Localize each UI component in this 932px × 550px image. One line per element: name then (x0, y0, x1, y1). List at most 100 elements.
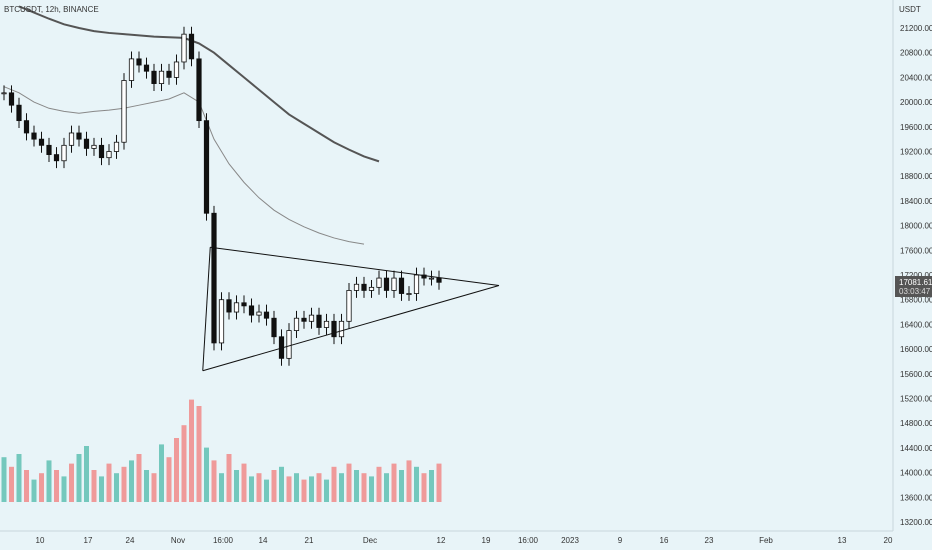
candle-body (46, 144, 52, 155)
candle-body (428, 277, 435, 280)
volume-bar (226, 454, 232, 502)
price-tick-label: 19600.00 (900, 123, 932, 132)
price-badge-price: 17081.61 (899, 278, 932, 287)
candle-body (263, 311, 270, 319)
time-tick-label: 23 (705, 536, 714, 545)
volume-bar (76, 454, 82, 502)
volume-bar (346, 463, 352, 502)
triangle-left-edge (202, 247, 211, 371)
time-tick-label: 9 (618, 536, 623, 545)
time-tick-label: 12 (437, 536, 446, 545)
volume-bar (406, 460, 412, 502)
price-tick-label: 20000.00 (900, 98, 932, 107)
volume-bar (376, 466, 382, 502)
candle-body (376, 277, 382, 288)
candle-body (166, 70, 172, 78)
candle-body (76, 132, 82, 140)
price-axis-ticks: 21200.00 20800.00 20400.00 20000.00 19600.00… (900, 24, 932, 527)
price-tick-label: 16400.00 (900, 320, 932, 329)
price-tick-label: 17200.00 (900, 271, 932, 280)
price-tick-label: 17600.00 (900, 246, 932, 255)
volume-bar (189, 399, 194, 502)
price-tick-label: 20400.00 (900, 73, 932, 82)
chart-title: BTCUSDT, 12h, BINANCE (4, 5, 99, 14)
price-tick-label: 20800.00 (900, 49, 932, 58)
candle-body (248, 305, 255, 316)
volume-layer (1, 399, 442, 502)
volume-bar (174, 438, 179, 502)
time-tick-label: 16:00 (213, 536, 234, 545)
candle-body (143, 64, 150, 72)
price-tick-label: 13200.00 (900, 518, 932, 527)
price-tick-label: 18400.00 (900, 197, 932, 206)
volume-bar (24, 470, 29, 502)
volume-bar (271, 470, 277, 502)
volume-bar (436, 463, 442, 502)
candle-body (158, 70, 165, 84)
volume-bar (31, 479, 37, 502)
candle-body (308, 314, 315, 322)
candle-body (323, 320, 330, 328)
volume-bar (181, 425, 187, 502)
candle-body (68, 132, 75, 146)
time-tick-label: 14 (259, 536, 268, 545)
time-tick-label: 20 (884, 536, 893, 545)
time-tick-label: Nov (171, 536, 185, 545)
volume-bar (429, 470, 434, 502)
candle-body (61, 144, 67, 162)
candle-body (106, 151, 112, 159)
candle-body (113, 141, 120, 152)
volume-bar (54, 470, 59, 502)
candle-body (226, 299, 232, 313)
candle-body (331, 320, 337, 338)
volume-bar (129, 460, 134, 502)
volume-bar (219, 473, 224, 502)
volume-bar (414, 466, 419, 502)
price-tick-label: 16000.00 (900, 345, 932, 354)
candle-body (83, 138, 90, 149)
candle-body (293, 317, 300, 331)
time-tick-label: 24 (126, 536, 135, 545)
candle-body (436, 277, 442, 283)
candle-body (31, 132, 37, 140)
volume-bar (249, 476, 254, 502)
volume-bar (234, 470, 239, 502)
candle-body (121, 80, 127, 143)
candle-body (98, 144, 105, 159)
candle-body (256, 311, 262, 316)
volume-bar (159, 444, 164, 502)
price-tick-label: 14000.00 (900, 469, 932, 478)
candle-body (23, 120, 30, 134)
triangle-lower-line (202, 285, 500, 372)
volume-bar (84, 446, 89, 502)
candle-body (368, 286, 375, 291)
candle-body (391, 277, 397, 291)
moving-average-line (18, 5, 380, 163)
volume-bar (354, 470, 359, 502)
candle-body (181, 33, 187, 63)
time-tick-label: 2023 (561, 536, 579, 545)
volume-bar (16, 454, 22, 502)
volume-bar (421, 473, 427, 502)
volume-bar (316, 473, 322, 502)
volume-bar (69, 463, 74, 502)
time-tick-label: Feb (759, 536, 773, 545)
candle-body (203, 120, 210, 214)
candle-body (346, 290, 352, 322)
volume-bar (399, 470, 404, 502)
price-tick-label: 16800.00 (900, 296, 932, 305)
volume-bar (309, 476, 314, 502)
candle-body (413, 274, 420, 294)
candle-body (151, 70, 157, 84)
candle-body (16, 104, 22, 122)
price-tick-label: 13600.00 (900, 493, 932, 502)
time-tick-label: 13 (838, 536, 847, 545)
candle-body (211, 212, 217, 344)
time-tick-label: 10 (36, 536, 45, 545)
volume-bar (301, 479, 307, 502)
candle-body (271, 317, 277, 338)
candle-body (286, 330, 292, 359)
